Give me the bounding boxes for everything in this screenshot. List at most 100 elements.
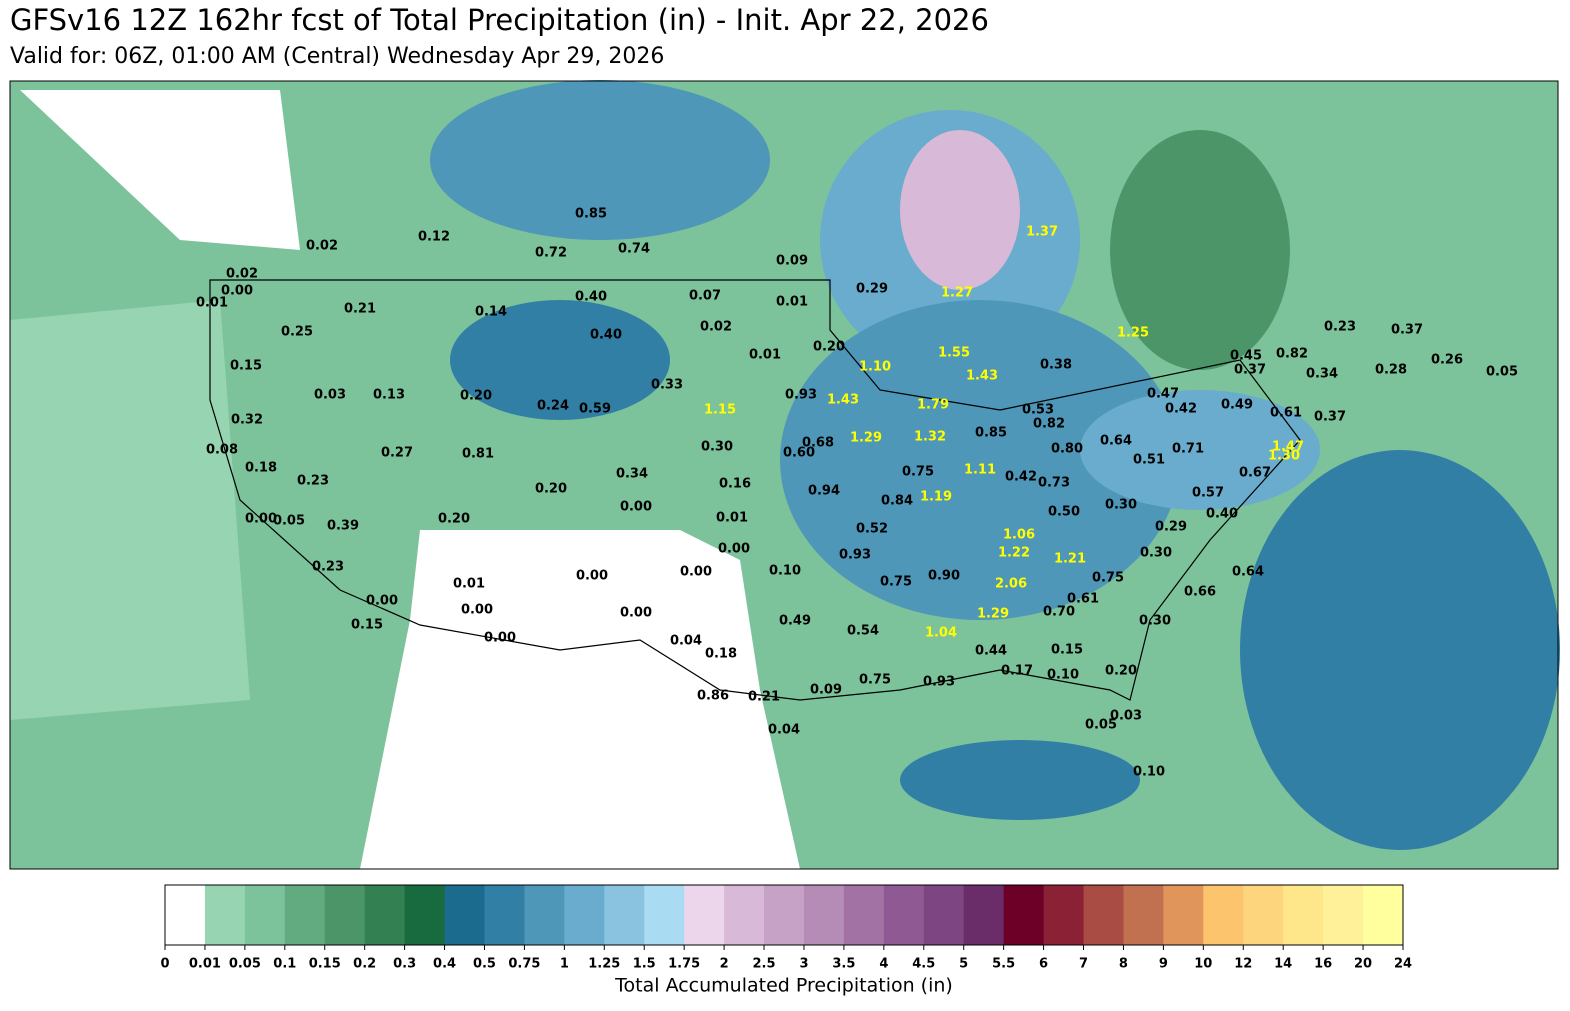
map-value-label: 0.18	[245, 461, 277, 476]
map-value-label: 0.20	[1105, 664, 1137, 679]
map-value-label: 0.00	[366, 594, 398, 609]
subtitle: Valid for: 06Z, 01:00 AM (Central) Wedne…	[10, 44, 664, 69]
colorbar-tick-label: 1.25	[588, 957, 620, 972]
map-value-label: 0.90	[928, 569, 960, 584]
map-value-label: 1.25	[1117, 326, 1149, 341]
map-value-label: 0.18	[705, 647, 737, 662]
map-value-label: 0.81	[462, 447, 494, 462]
colorbar-tick-label: 6	[1039, 957, 1048, 972]
map-value-label: 0.09	[810, 683, 842, 698]
map-value-label: 0.93	[839, 548, 871, 563]
colorbar-frame	[164, 884, 1404, 946]
colorbar-tick-label: 4.5	[912, 957, 935, 972]
map-value-label: 0.04	[670, 634, 702, 649]
map-value-label: 0.51	[1133, 453, 1165, 468]
colorbar-swatch	[923, 885, 965, 945]
map-value-label: 0.03	[1110, 709, 1142, 724]
map-value-label: 1.37	[1026, 225, 1058, 240]
map-value-label: 1.29	[977, 607, 1009, 622]
colorbar-tick-label: 1	[560, 957, 569, 972]
map-value-label: 0.21	[344, 302, 376, 317]
colorbar-tick-label: 0	[160, 957, 169, 972]
colorbar-swatch	[1083, 885, 1124, 945]
map-value-label: 1.29	[850, 431, 882, 446]
colorbar-swatch	[803, 885, 845, 945]
map-value-label: 0.37	[1314, 410, 1346, 425]
map-value-label: 1.30	[1268, 449, 1300, 464]
colorbar-swatch	[1363, 885, 1404, 945]
map-value-label: 0.20	[535, 482, 567, 497]
map-value-label: 0.85	[975, 426, 1007, 441]
map-value-label: 0.39	[327, 519, 359, 534]
map-value-label: 0.29	[856, 282, 888, 297]
map-value-label: 0.60	[783, 446, 815, 461]
map-value-label: 1.21	[1054, 552, 1086, 567]
colorbar-tick-label: 9	[1159, 957, 1168, 972]
map-value-label: 0.30	[701, 440, 733, 455]
map-value-label: 1.47	[1272, 440, 1304, 455]
colorbar-tick-label: 5.5	[992, 957, 1015, 972]
map-value-label: 0.61	[1270, 406, 1302, 421]
colorbar-tick-label: 0.1	[273, 957, 296, 972]
colorbar-tick-label: 0.01	[189, 957, 221, 972]
map-value-label: 0.53	[1022, 403, 1054, 418]
map-value-label: 0.75	[1092, 571, 1124, 586]
map-value-label: 0.44	[975, 644, 1007, 659]
map-value-label: 0.01	[749, 348, 781, 363]
map	[9, 80, 1560, 870]
colorbar-swatch	[564, 885, 605, 945]
colorbar-swatch	[484, 885, 525, 945]
map-value-label: 0.15	[230, 359, 262, 374]
map-value-label: 0.00	[680, 565, 712, 580]
map-value-label: 0.82	[1033, 417, 1065, 432]
colorbar-swatch	[524, 885, 565, 945]
map-value-label: 0.26	[1431, 353, 1463, 368]
colorbar-tick-label: 3.5	[832, 957, 855, 972]
map-value-label: 0.30	[1139, 614, 1171, 629]
map-value-label: 0.10	[769, 564, 801, 579]
map-value-label: 1.43	[827, 393, 859, 408]
map-value-label: 0.94	[808, 484, 840, 499]
map-value-label: 0.50	[1048, 505, 1080, 520]
colorbar-tick-label: 3	[799, 957, 808, 972]
colorbar-tick-label: 12	[1234, 957, 1252, 972]
colorbar-swatch	[1323, 885, 1364, 945]
colorbar-tick-label: 24	[1394, 957, 1412, 972]
map-value-label: 0.37	[1391, 323, 1423, 338]
map-value-label: 1.79	[917, 398, 949, 413]
map-value-label: 0.67	[1239, 466, 1271, 481]
colorbar-tick-label: 7	[1079, 957, 1088, 972]
map-value-label: 0.05	[1085, 718, 1117, 733]
map-value-label: 0.00	[620, 500, 652, 515]
colorbar-tick-label: 1.5	[633, 957, 656, 972]
map-value-label: 0.47	[1147, 387, 1179, 402]
map-value-label: 0.23	[297, 474, 329, 489]
colorbar-swatch	[724, 885, 765, 945]
map-value-label: 0.00	[245, 512, 277, 527]
colorbar-swatch	[324, 885, 366, 945]
colorbar-swatch	[843, 885, 885, 945]
map-value-label: 2.06	[995, 577, 1027, 592]
colorbar-tick-label: 8	[1119, 957, 1128, 972]
colorbar-swatch	[1123, 885, 1164, 945]
map-value-label: 0.27	[381, 446, 413, 461]
colorbar-tick-label: 20	[1354, 957, 1372, 972]
map-value-label: 0.93	[785, 388, 817, 403]
colorbar-tick-label: 16	[1314, 957, 1332, 972]
map-value-label: 0.00	[484, 631, 516, 646]
map-value-label: 0.01	[196, 296, 228, 311]
map-value-label: 0.20	[813, 340, 845, 355]
map-value-label: 0.57	[1192, 486, 1224, 501]
map-value-label: 0.75	[859, 673, 891, 688]
map-value-label: 0.14	[475, 305, 507, 320]
map-value-label: 0.09	[776, 254, 808, 269]
map-value-label: 1.43	[966, 369, 998, 384]
map-value-label: 1.32	[914, 430, 946, 445]
map-value-label: 0.74	[618, 242, 650, 257]
map-value-label: 0.20	[438, 512, 470, 527]
map-value-label: 0.82	[1276, 347, 1308, 362]
map-value-label: 0.12	[418, 230, 450, 245]
map-value-label: 0.86	[697, 689, 729, 704]
map-value-label: 0.02	[306, 239, 338, 254]
